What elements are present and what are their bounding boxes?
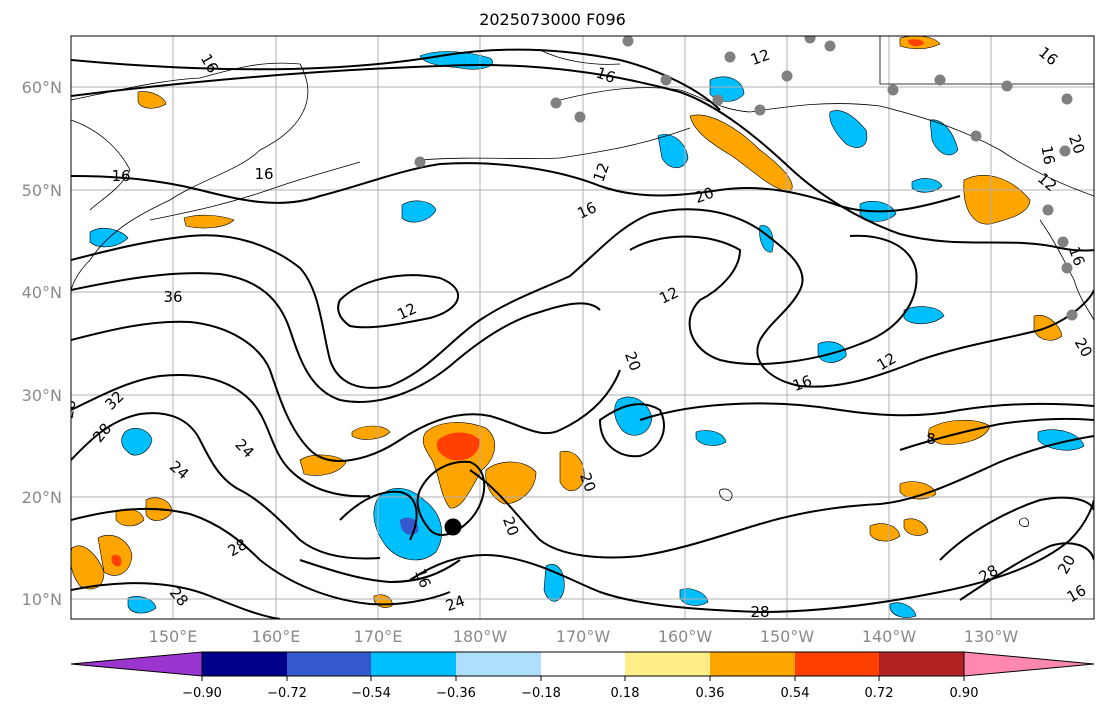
lon-label: 160°W: [658, 627, 713, 646]
lat-label: 60°N: [22, 78, 62, 97]
colorbar-extend-low: [70, 651, 203, 677]
colorbar-segment: [625, 652, 710, 676]
colorbar: −0.90 −0.72 −0.54 −0.36 −0.18 0.18 0.36 …: [70, 651, 1095, 701]
station-dot: [824, 40, 836, 52]
colorbar-segment: [879, 652, 964, 676]
map-frame: [70, 35, 1095, 620]
colorbar-tick-label: −0.72: [267, 686, 307, 701]
colorbar-segment: [287, 652, 371, 676]
lon-label: 180°W: [453, 627, 508, 646]
station-dot: [712, 94, 724, 106]
colorbar-tick-label: 0.36: [696, 686, 725, 701]
station-dot: [574, 111, 586, 123]
lat-label: 10°N: [22, 590, 62, 609]
contour-label: 20: [499, 514, 522, 538]
map-title: 2025073000 F096: [479, 10, 626, 29]
colorbar-segment: [202, 652, 287, 676]
station-dot: [660, 74, 672, 86]
station-dot: [887, 84, 899, 96]
height-contours: [71, 48, 1094, 619]
contour-label: 12: [590, 160, 613, 184]
storm-center-marker: [444, 518, 462, 536]
station-dot: [1066, 309, 1078, 321]
contour-label: 8: [926, 430, 936, 448]
colorbar-segment: [541, 652, 625, 676]
station-dot: [970, 130, 982, 142]
station-markers: [414, 36, 1078, 321]
station-dot: [1059, 145, 1071, 157]
contour-label: 20: [692, 184, 716, 207]
lat-label: 50°N: [22, 181, 62, 200]
colorbar-tick-label: 0.72: [865, 686, 894, 701]
contour-label: 28: [59, 398, 80, 420]
station-dot: [622, 36, 634, 47]
contour-label: 16: [594, 64, 618, 87]
colorbar-tick-label: −0.54: [351, 686, 391, 701]
contour-label: 20: [621, 349, 644, 373]
station-dot: [550, 97, 562, 109]
contour-label: 16: [111, 167, 130, 185]
longitude-labels: 150°E 160°E 170°E 180°W 170°W 160°W 150°…: [149, 627, 1019, 646]
lon-label: 140°W: [862, 627, 917, 646]
contour-label: 20: [576, 470, 599, 494]
contour-label: 20: [1065, 132, 1088, 156]
colorbar-tick-label: −0.90: [182, 686, 222, 701]
latitude-labels: 60°N 50°N 40°N 30°N 20°N 10°N: [22, 78, 62, 609]
station-dot: [804, 36, 816, 44]
contour-label: 16: [254, 165, 273, 183]
lat-label: 20°N: [22, 488, 62, 507]
colorbar-tick-label: −0.36: [436, 686, 476, 701]
colorbar-tick-label: 0.54: [781, 686, 810, 701]
colorbar-segment: [710, 652, 795, 676]
contour-label: 16: [1065, 244, 1088, 268]
colorbar-segment: [456, 652, 541, 676]
station-dot: [1061, 262, 1073, 274]
station-dot: [934, 74, 946, 86]
map-panel: 16 16 16 12 16 20 12 16 16 20 16 12 36 1…: [59, 36, 1094, 621]
station-dot: [1042, 204, 1054, 216]
colorbar-tick-label: −0.18: [521, 686, 561, 701]
graticule: [71, 36, 1094, 619]
contour-label: 16: [790, 372, 814, 395]
lat-label: 30°N: [22, 386, 62, 405]
colorbar-tick-label: 0.18: [611, 686, 640, 701]
station-dot: [414, 156, 426, 168]
lon-label: 130°W: [964, 627, 1019, 646]
lon-label: 170°W: [556, 627, 611, 646]
colorbar-tick-label: 0.90: [950, 686, 979, 701]
coastlines: [71, 36, 1094, 527]
colorbar-segment: [371, 652, 456, 676]
lat-label: 40°N: [22, 283, 62, 302]
shading-layer: [71, 36, 1085, 618]
contour-label: 24: [443, 592, 467, 615]
station-dot: [1057, 236, 1069, 248]
lon-label: 150°E: [149, 627, 198, 646]
lon-label: 160°E: [252, 627, 301, 646]
station-dot: [754, 104, 766, 116]
contour-label: 16: [1037, 144, 1058, 166]
contour-label: 36: [163, 288, 182, 306]
contour-label: 12: [748, 46, 772, 69]
station-dot: [781, 70, 793, 82]
contour-label: 28: [750, 603, 769, 621]
colorbar-segment: [795, 652, 879, 676]
station-dot: [1001, 80, 1013, 92]
lon-label: 170°E: [354, 627, 403, 646]
station-dot: [1061, 93, 1073, 105]
station-dot: [724, 51, 736, 63]
contour-label: 16: [411, 566, 434, 590]
lon-label: 150°W: [760, 627, 815, 646]
colorbar-extend-high: [963, 651, 1095, 677]
